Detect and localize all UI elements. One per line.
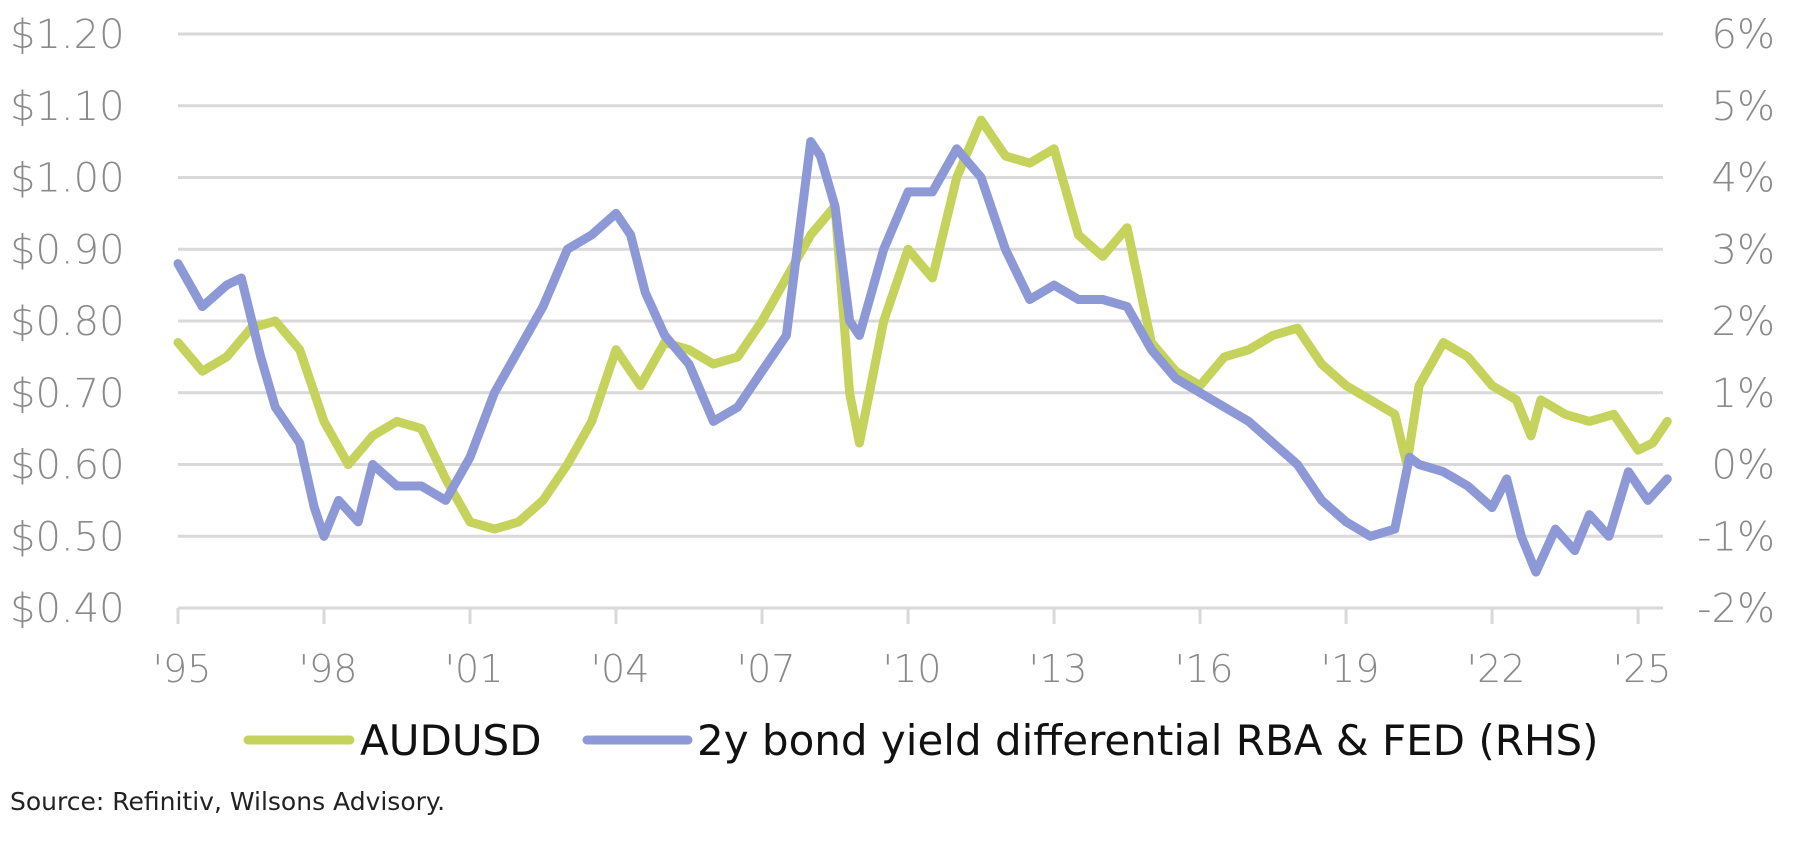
left-y-tick-label: $0.90	[10, 227, 125, 273]
x-tick-label: '25	[1613, 647, 1672, 691]
x-tick-label: '10	[883, 647, 942, 691]
right-y-tick-label: 5%	[1712, 84, 1775, 130]
right-y-tick-label: 4%	[1712, 156, 1775, 202]
right-y-tick-label: 6%	[1712, 12, 1775, 58]
right-y-tick-label: 0%	[1712, 443, 1775, 489]
right-y-axis-labels: 6% 5% 4% 3% 2% 1% 0% -1% -2%	[1697, 12, 1775, 632]
x-tick-label: '13	[1029, 647, 1088, 691]
right-y-tick-label: -2%	[1697, 586, 1775, 632]
legend: AUDUSD 2y bond yield differential RBA & …	[243, 716, 1599, 765]
x-tick-label: '98	[299, 647, 358, 691]
audusd-line	[173, 115, 1672, 534]
x-axis	[176, 608, 1640, 624]
left-y-tick-label: $0.70	[10, 371, 125, 417]
series-lines	[173, 115, 1672, 577]
left-y-tick-label: $1.00	[10, 156, 125, 202]
yield-differential-line	[173, 137, 1672, 577]
right-y-tick-label: 3%	[1712, 227, 1775, 273]
source-note: Source: Refinitiv, Wilsons Advisory.	[10, 787, 445, 816]
left-y-axis-labels: $1.20 $1.10 $1.00 $0.90 $0.80 $0.70 $0.60 $0.50…	[10, 12, 125, 632]
x-tick-label: '16	[1175, 647, 1234, 691]
right-y-tick-label: -1%	[1697, 514, 1775, 560]
x-tick-label: '04	[591, 647, 650, 691]
x-tick-label: '22	[1467, 647, 1526, 691]
left-y-tick-label: $0.50	[10, 514, 125, 560]
left-y-tick-label: $1.20	[10, 12, 125, 58]
left-y-tick-label: $0.80	[10, 299, 125, 345]
left-y-tick-label: $1.10	[10, 84, 125, 130]
x-tick-label: '01	[445, 647, 504, 691]
legend-label-yield-diff: 2y bond yield differential RBA & FED (RH…	[697, 716, 1599, 765]
x-axis-labels: '95 '98 '01 '04 '07 '10 '13 '16 '19 '22 '25	[153, 647, 1672, 691]
x-tick-label: '95	[153, 647, 212, 691]
x-tick-label: '19	[1321, 647, 1380, 691]
right-y-tick-label: 2%	[1712, 299, 1775, 345]
gridlines	[178, 32, 1663, 610]
right-y-tick-label: 1%	[1712, 371, 1775, 417]
x-tick-label: '07	[737, 647, 796, 691]
left-y-tick-label: $0.60	[10, 443, 125, 489]
legend-label-audusd: AUDUSD	[360, 716, 542, 765]
left-y-tick-label: $0.40	[10, 586, 125, 632]
